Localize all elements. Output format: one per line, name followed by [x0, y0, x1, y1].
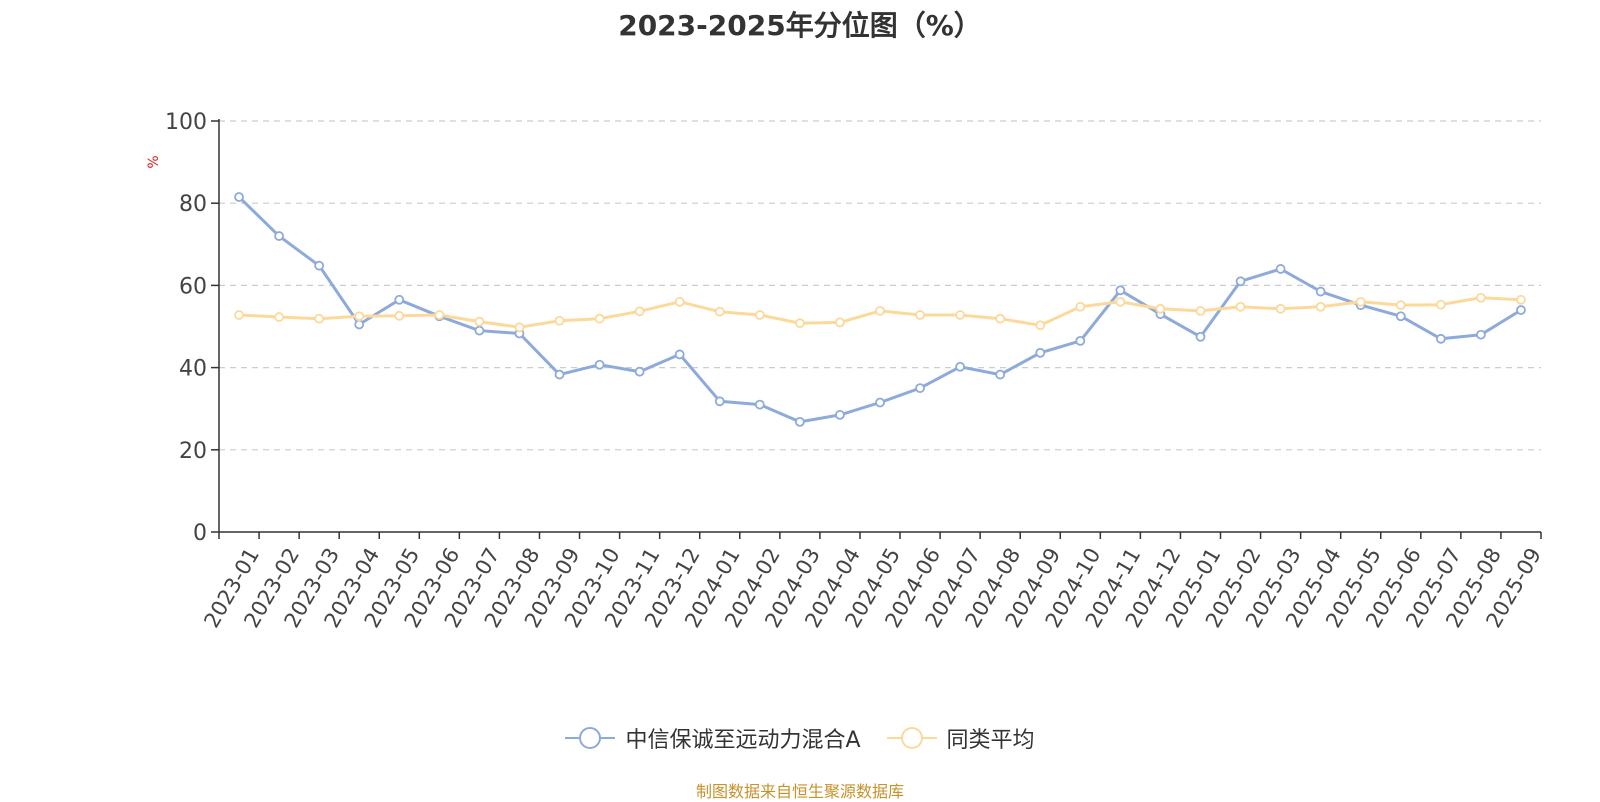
data-point-series-0[interactable] — [835, 409, 845, 420]
grid-lines — [219, 120, 1541, 451]
data-point-series-1[interactable] — [1275, 303, 1286, 314]
data-point-series-1[interactable] — [875, 305, 885, 316]
data-point-series-1[interactable] — [754, 310, 765, 320]
legend-label-peer-average: 同类平均 — [946, 728, 1035, 753]
data-point-series-0[interactable] — [1516, 305, 1526, 315]
data-point-series-1[interactable] — [274, 312, 284, 322]
data-point-series-0[interactable] — [1115, 285, 1126, 296]
data-point-series-1[interactable] — [674, 296, 685, 307]
data-point-series-1[interactable] — [634, 306, 645, 317]
y-tick-label: 60 — [179, 274, 207, 299]
legend-marker-peer-average — [886, 727, 937, 749]
data-point-series-0[interactable] — [314, 260, 325, 271]
axes: 0204060801002023-012023-022023-032023-04… — [165, 110, 1546, 632]
data-point-series-1[interactable] — [234, 310, 244, 320]
data-point-series-1[interactable] — [1075, 301, 1086, 312]
data-point-series-1[interactable] — [835, 317, 845, 328]
data-point-series-0[interactable] — [754, 399, 765, 410]
data-point-series-0[interactable] — [234, 192, 244, 202]
data-point-series-0[interactable] — [1035, 347, 1046, 358]
data-point-series-1[interactable] — [1315, 301, 1326, 312]
data-point-series-1[interactable] — [1155, 303, 1166, 314]
data-point-series-1[interactable] — [394, 310, 405, 321]
data-point-series-1[interactable] — [955, 310, 966, 320]
data-point-series-0[interactable] — [875, 397, 885, 408]
data-point-series-1[interactable] — [434, 310, 445, 320]
data-point-series-1[interactable] — [794, 318, 805, 329]
legend-item-fund[interactable]: 中信保诚至远动力混合A — [565, 722, 861, 754]
data-point-series-0[interactable] — [1395, 311, 1406, 322]
data-point-series-1[interactable] — [594, 313, 605, 324]
y-tick-label: 80 — [179, 192, 207, 217]
data-point-series-0[interactable] — [1195, 331, 1206, 342]
data-point-series-0[interactable] — [1435, 333, 1446, 344]
data-point-series-1[interactable] — [314, 313, 325, 324]
series-lines — [234, 192, 1526, 427]
data-point-series-0[interactable] — [394, 294, 405, 305]
data-point-series-0[interactable] — [794, 416, 805, 427]
data-point-series-0[interactable] — [274, 231, 284, 241]
data-point-series-0[interactable] — [1235, 276, 1246, 287]
legend: 中信保诚至远动力混合A 同类平均 — [0, 722, 1600, 754]
data-point-series-1[interactable] — [1435, 299, 1446, 310]
data-point-series-1[interactable] — [1476, 292, 1486, 303]
legend-marker-fund — [565, 727, 616, 749]
data-point-series-0[interactable] — [1075, 335, 1086, 346]
y-axis-unit-label: % — [146, 155, 162, 168]
data-point-series-1[interactable] — [714, 306, 725, 317]
data-point-series-0[interactable] — [955, 361, 966, 372]
data-point-series-0[interactable] — [1275, 264, 1286, 274]
data-point-series-0[interactable] — [474, 325, 485, 336]
data-point-series-1[interactable] — [1235, 301, 1246, 312]
data-point-series-1[interactable] — [1195, 305, 1206, 316]
data-point-series-0[interactable] — [354, 319, 365, 330]
y-tick-label: 0 — [193, 521, 207, 546]
data-point-series-1[interactable] — [1115, 296, 1126, 307]
y-tick-label: 100 — [165, 110, 207, 135]
data-point-series-0[interactable] — [915, 383, 925, 394]
data-point-series-1[interactable] — [915, 310, 925, 320]
legend-label-fund: 中信保诚至远动力混合A — [625, 728, 861, 753]
data-point-series-1[interactable] — [995, 313, 1006, 324]
data-point-series-1[interactable] — [1035, 320, 1046, 331]
data-point-series-1[interactable] — [554, 315, 565, 326]
data-point-series-1[interactable] — [354, 311, 365, 322]
data-point-series-1[interactable] — [514, 322, 525, 333]
data-point-series-0[interactable] — [1476, 329, 1486, 340]
data-point-series-1[interactable] — [1395, 300, 1406, 311]
y-tick-label: 20 — [179, 439, 207, 464]
data-point-series-0[interactable] — [634, 366, 645, 377]
data-point-series-0[interactable] — [995, 369, 1006, 380]
data-point-series-0[interactable] — [1315, 286, 1326, 297]
data-point-series-0[interactable] — [554, 369, 565, 380]
data-point-series-0[interactable] — [714, 396, 725, 407]
data-point-series-1[interactable] — [474, 316, 485, 327]
source-note: 制图数据来自恒生聚源数据库 — [695, 782, 904, 801]
chart-title: 2023-2025年分位图（%） — [618, 9, 982, 42]
data-point-series-1[interactable] — [1516, 294, 1526, 305]
data-point-series-0[interactable] — [594, 359, 605, 370]
data-point-series-1[interactable] — [1355, 296, 1366, 307]
data-point-series-0[interactable] — [674, 349, 685, 360]
legend-item-peer-average[interactable]: 同类平均 — [886, 722, 1035, 754]
y-tick-label: 40 — [179, 357, 207, 382]
